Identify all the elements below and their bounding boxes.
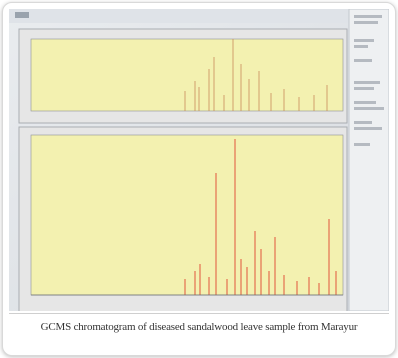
toolbar-icon (15, 12, 29, 18)
top-peaks (184, 39, 328, 111)
caption: GCMS chromatogram of diseased sandalwood… (40, 321, 358, 333)
bottom-plot-area (30, 134, 344, 296)
toolbar (9, 9, 389, 23)
side-panel (348, 9, 389, 311)
top-plot-area (30, 38, 344, 112)
side-panel-text (354, 15, 384, 146)
chromatogram-photo (9, 9, 389, 311)
bottom-peaks (184, 139, 337, 295)
caption-rule (9, 313, 389, 314)
figure-frame: GCMS chromatogram of diseased sandalwood… (2, 2, 396, 356)
